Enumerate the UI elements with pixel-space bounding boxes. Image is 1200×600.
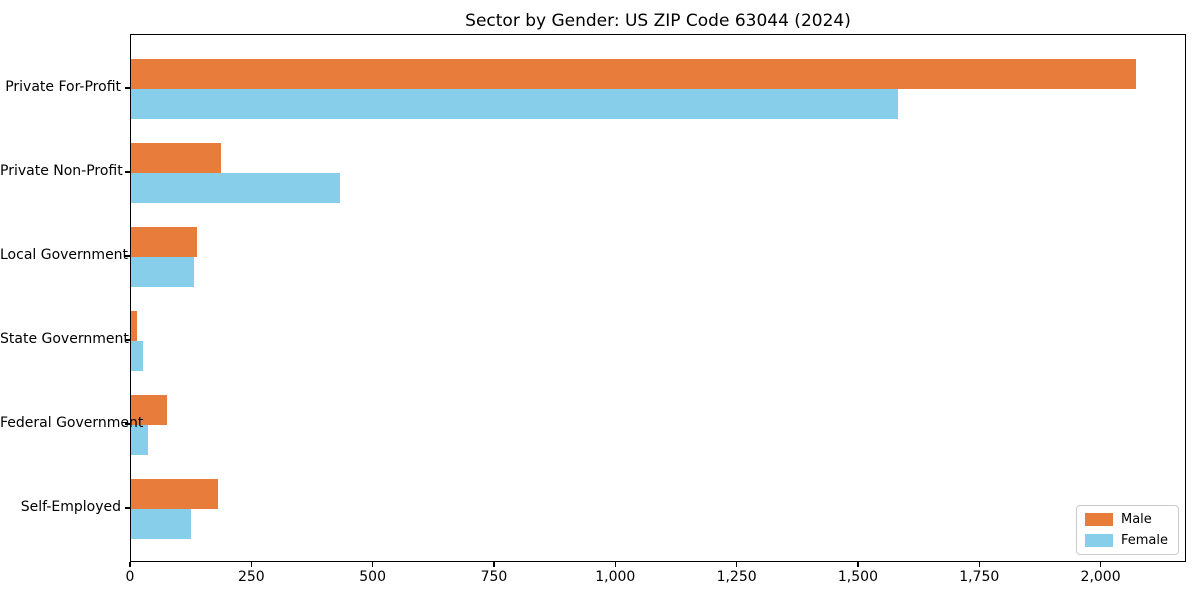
x-axis-tick-label: 1,000 <box>595 569 636 585</box>
x-tick-mark <box>978 562 980 567</box>
female-bar <box>131 509 192 539</box>
chart-title: Sector by Gender: US ZIP Code 63044 (202… <box>465 11 851 31</box>
x-tick-mark <box>493 562 495 567</box>
female-swatch-icon <box>1084 534 1113 547</box>
legend-label: Female <box>1120 533 1168 548</box>
male-bar <box>131 227 197 257</box>
female-bar <box>131 89 898 119</box>
x-tick-mark <box>129 562 131 567</box>
female-bar <box>131 341 144 371</box>
x-axis-tick-label: 1,750 <box>959 569 1000 585</box>
x-axis-tick-label: 1,500 <box>837 569 878 585</box>
legend: Male Female <box>1075 505 1179 555</box>
male-swatch-icon <box>1084 513 1113 526</box>
x-axis-tick-label: 0 <box>125 569 135 585</box>
x-tick-mark <box>614 562 617 567</box>
x-axis-tick-label: 500 <box>359 569 387 585</box>
plot-area: Male Female <box>130 34 1186 562</box>
y-tick-mark <box>125 255 130 257</box>
x-tick-mark <box>250 562 253 567</box>
x-axis-tick-label: 1,250 <box>716 569 757 585</box>
x-axis-tick-label: 2,000 <box>1080 569 1121 585</box>
x-tick-mark <box>735 562 738 567</box>
y-tick-mark <box>125 87 130 89</box>
legend-label: Male <box>1120 512 1152 527</box>
male-bar <box>131 59 1136 89</box>
male-bar <box>131 479 218 509</box>
x-tick-mark <box>1099 562 1102 567</box>
legend-entry-male: Male <box>1084 512 1168 527</box>
female-bar <box>131 257 195 287</box>
y-tick-mark <box>125 423 130 425</box>
y-tick-mark <box>125 339 130 341</box>
y-axis-label: Private For-Profit <box>5 79 121 95</box>
y-tick-mark <box>125 507 130 509</box>
x-axis-tick-label: 750 <box>480 569 508 585</box>
y-axis-label: State Government <box>0 331 129 347</box>
y-axis-label: Self-Employed <box>20 499 121 515</box>
legend-entry-female: Female <box>1084 533 1168 548</box>
y-axis-label: Federal Government <box>0 415 144 431</box>
y-axis-label: Local Government <box>0 247 129 263</box>
male-bar <box>131 311 137 341</box>
male-bar <box>131 395 167 425</box>
female-bar <box>131 425 148 455</box>
y-axis-label: Private Non-Profit <box>0 163 123 179</box>
y-tick-mark <box>125 171 130 173</box>
x-tick-mark <box>371 562 374 567</box>
female-bar <box>131 173 341 203</box>
x-tick-mark <box>857 562 859 567</box>
x-axis-tick-label: 250 <box>237 569 265 585</box>
male-bar <box>131 143 222 173</box>
